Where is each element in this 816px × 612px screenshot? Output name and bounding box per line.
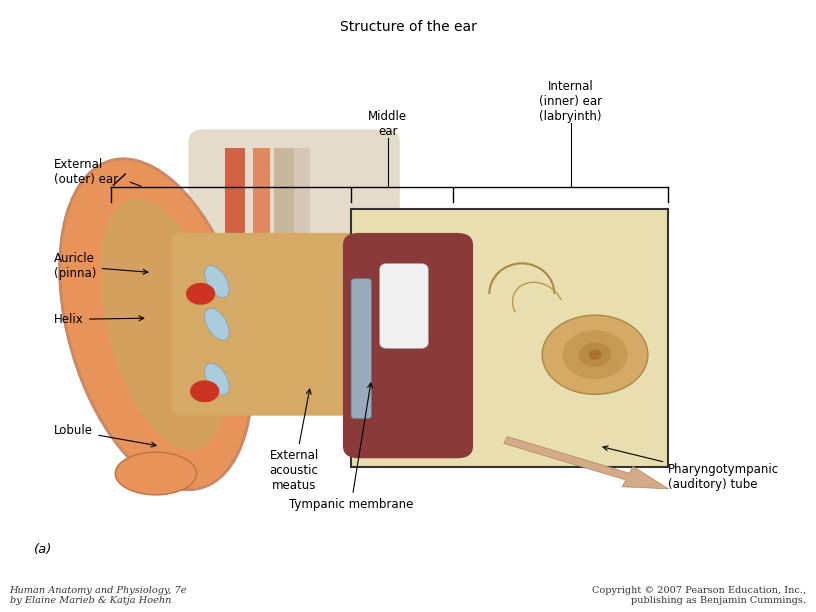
Text: (a): (a) — [34, 543, 52, 556]
Circle shape — [542, 315, 648, 394]
Text: Copyright © 2007 Pearson Education, Inc.,
publishing as Benjamin Cummings.: Copyright © 2007 Pearson Education, Inc.… — [592, 586, 806, 605]
Circle shape — [579, 343, 611, 367]
Ellipse shape — [205, 308, 229, 340]
Text: Structure of the ear: Structure of the ear — [339, 20, 477, 34]
Bar — [294, 147, 310, 379]
Text: Pharyngotympanic
(auditory) tube: Pharyngotympanic (auditory) tube — [603, 446, 779, 491]
Text: Middle
ear: Middle ear — [368, 110, 407, 138]
Bar — [225, 147, 246, 379]
Text: Auricle
(pinna): Auricle (pinna) — [54, 252, 148, 280]
FancyBboxPatch shape — [351, 278, 371, 419]
Bar — [351, 209, 668, 468]
FancyBboxPatch shape — [343, 233, 473, 458]
FancyBboxPatch shape — [188, 129, 400, 409]
Circle shape — [190, 380, 220, 402]
FancyBboxPatch shape — [379, 263, 428, 349]
Circle shape — [186, 283, 215, 305]
Circle shape — [562, 330, 628, 379]
Ellipse shape — [100, 198, 228, 450]
Bar — [254, 147, 270, 379]
Text: External
acoustic
meatus: External acoustic meatus — [269, 389, 319, 492]
Text: Tympanic membrane: Tympanic membrane — [289, 383, 413, 511]
Ellipse shape — [205, 363, 229, 395]
Text: External
(outer) ear: External (outer) ear — [54, 158, 118, 186]
Text: Lobule: Lobule — [54, 424, 156, 447]
Text: Internal
(inner) ear
(labryinth): Internal (inner) ear (labryinth) — [539, 80, 602, 123]
Ellipse shape — [205, 266, 229, 297]
Text: Helix: Helix — [54, 313, 144, 326]
Ellipse shape — [115, 452, 197, 495]
Ellipse shape — [60, 159, 252, 490]
Bar — [274, 147, 294, 379]
FancyArrow shape — [503, 436, 668, 489]
Text: Human Anatomy and Physiology, 7e
by Elaine Marieb & Katja Hoehn: Human Anatomy and Physiology, 7e by Elai… — [10, 586, 187, 605]
Circle shape — [588, 350, 601, 360]
FancyBboxPatch shape — [172, 233, 359, 416]
